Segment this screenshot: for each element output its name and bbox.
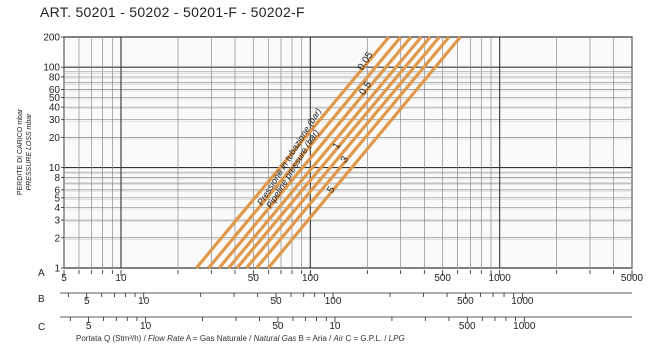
flow-scale-label-b: 50 [270,296,282,307]
flow-scale-label-c: 10 [329,321,341,332]
y-tick-label: 2 [54,233,60,244]
y-tick-label: 8 [54,173,60,184]
y-tick-label: 1 [54,264,60,275]
series-line-1 [195,35,391,270]
series-line-8 [267,35,462,270]
flow-scale-label-b: 5 [84,296,90,307]
y-tick-label: 30 [49,115,61,126]
curve-label-3: 3 [339,154,352,165]
y-tick-label: 100 [43,63,60,74]
x-axis-caption-part: B = Aria / [296,334,333,343]
series-line-4 [227,35,423,270]
flow-scale-label-c: 500 [459,321,476,332]
series-line-7 [255,35,451,270]
y-axis-title-en: PRESSURE LOSS mbar [26,113,33,191]
y-tick-label: 60 [49,85,61,96]
flow-scale-label-a: 5 [61,273,67,284]
flow-scale-label-a: 1000 [489,273,512,284]
x-axis-caption-part: Air [332,334,343,343]
x-axis-caption-part: Portata Q (Stm³/h) / [76,334,148,343]
flow-scale-label-c: 50 [272,321,284,332]
flow-scale-label-c: 10 [140,321,152,332]
y-tick-label: 50 [49,93,61,104]
curve-label-5: 5 [325,184,338,195]
x-axis-caption-part: LPG [389,334,405,343]
series-line-3 [217,35,413,270]
flow-scale-label-b: 500 [457,296,474,307]
y-tick-label: 20 [49,133,61,144]
axis-letter-c: C [38,322,45,333]
axis-letter-a: A [38,268,45,279]
y-tick-label: 40 [49,103,61,114]
series-line-5 [235,35,432,270]
flow-scale-label-c: 1000 [513,321,536,332]
y-tick-label: 4 [54,203,60,214]
y-tick-label: 80 [49,72,61,83]
flow-scale-label-c: 5 [86,321,92,332]
y-axis-title: PERDITE DI CARICO mbar [17,108,24,195]
x-axis-caption-part: Natural Gas [254,334,297,343]
axis-letter-b: B [38,294,45,305]
series-line-2 [207,35,402,270]
flow-scale-label-a: 10 [115,273,127,284]
flow-scale-label-a: 500 [434,273,451,284]
curve-label-1: 1 [331,141,344,152]
flow-scale-label-b: 1000 [511,296,534,307]
y-tick-label: 3 [54,216,60,227]
chart-title: ART. 50201 - 50202 - 50201-F - 50202-F [40,4,305,20]
x-axis-caption-part: Flow Rate [148,334,185,343]
y-tick-label: 10 [49,163,61,174]
y-tick-label: 6 [54,185,60,196]
flow-scale-label-b: 100 [325,296,342,307]
series-line-6 [245,35,441,270]
flow-scale-label-a: 100 [302,273,319,284]
x-axis-caption: Portata Q (Stm³/h) / Flow Rate A = Gas N… [76,334,405,343]
y-tick-label: 200 [43,33,60,44]
flow-scale-label-b: 10 [138,296,150,307]
flow-scale-label-a: 50 [248,273,260,284]
x-axis-caption-part: A = Gas Naturale / [184,334,254,343]
flow-scale-label-a: 5000 [621,273,644,284]
y-tick-label: 5 [54,193,60,204]
x-axis-caption-part: C = G.P.L. / [343,334,388,343]
